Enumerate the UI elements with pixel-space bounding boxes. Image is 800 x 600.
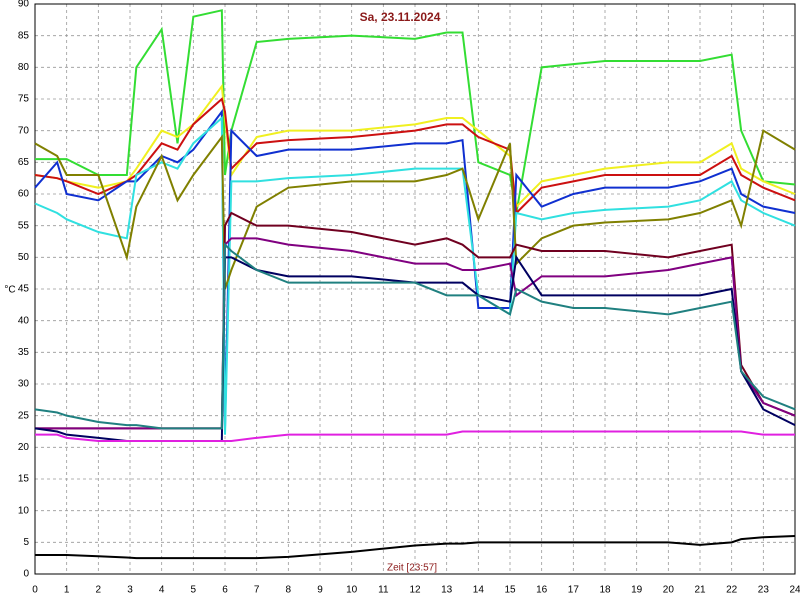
x-tick-label: 13 [441, 585, 453, 596]
line-series [35, 430, 795, 442]
x-tick-label: 12 [409, 585, 421, 596]
x-tick-label: 14 [473, 585, 485, 596]
x-tick-label: 10 [346, 585, 358, 596]
line-series [35, 535, 796, 560]
y-axis-label: °C [4, 285, 15, 296]
x-tick-label: 21 [694, 585, 706, 596]
y-tick-label: 15 [18, 474, 30, 485]
line-series [35, 237, 796, 430]
x-tick-label: 24 [789, 585, 800, 596]
chart-title: Sa, 23.11.2024 [360, 10, 441, 24]
y-tick-label: 5 [23, 537, 29, 548]
y-tick-label: 60 [18, 189, 30, 200]
line-series [35, 9, 796, 214]
y-tick-label: 80 [18, 62, 30, 73]
x-tick-label: 11 [378, 585, 389, 596]
x-tick-label: 0 [32, 585, 38, 596]
y-tick-label: 40 [18, 315, 30, 326]
y-tick-label: 75 [18, 94, 30, 105]
y-tick-label: 70 [18, 125, 30, 136]
x-tick-label: 5 [191, 585, 197, 596]
x-tick-label: 8 [286, 585, 292, 596]
y-tick-label: 50 [18, 252, 30, 263]
x-tick-label: 15 [504, 585, 516, 596]
x-tick-label: 9 [317, 585, 323, 596]
y-tick-label: 55 [18, 220, 30, 231]
x-tick-label: 6 [222, 585, 228, 596]
y-tick-label: 10 [18, 505, 30, 516]
x-tick-label: 17 [568, 585, 580, 596]
line-series [34, 97, 796, 216]
x-tick-label: 3 [127, 585, 133, 596]
x-tick-label: 7 [254, 585, 260, 596]
x-tick-label: 4 [159, 585, 165, 596]
y-tick-label: 25 [18, 410, 30, 421]
y-tick-label: 85 [18, 30, 30, 41]
line-series [34, 129, 796, 290]
y-tick-label: 65 [18, 157, 30, 168]
x-tick-label: 22 [726, 585, 738, 596]
x-tick-label: 2 [96, 585, 102, 596]
plot-frame [34, 3, 796, 575]
y-tick-label: 30 [18, 379, 30, 390]
x-tick-label: 23 [758, 585, 770, 596]
x-tick-label: 19 [631, 585, 643, 596]
line-series [34, 83, 796, 209]
y-tick-label: 0 [23, 569, 29, 580]
x-tick-label: 20 [663, 585, 675, 596]
x-tick-label: 18 [599, 585, 611, 596]
y-tick-label: 45 [18, 284, 30, 295]
x-tick-label: 16 [536, 585, 548, 596]
y-tick-label: 20 [18, 442, 30, 453]
y-tick-label: 35 [18, 347, 30, 358]
y-tick-label: 90 [18, 0, 30, 10]
x-tick-label: 1 [64, 585, 70, 596]
x-axis-label: Zeit [23:57] [387, 563, 437, 574]
line-series [34, 242, 796, 430]
line-series [34, 115, 796, 435]
